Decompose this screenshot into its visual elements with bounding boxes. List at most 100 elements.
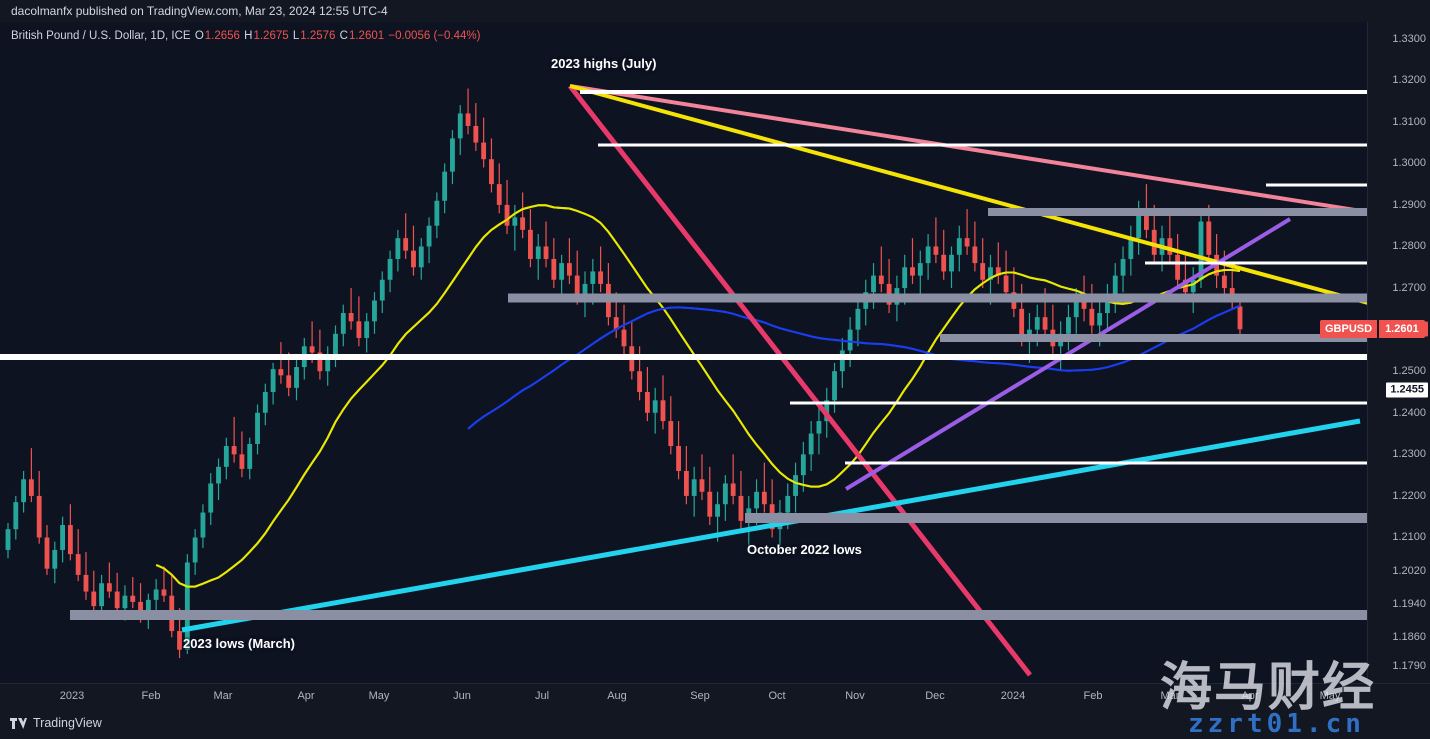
price-axis-tick: 1.2700 xyxy=(1392,282,1426,295)
candle-body xyxy=(1128,238,1134,259)
candle-body xyxy=(715,504,720,517)
candle-body xyxy=(426,225,432,247)
time-axis-tick: 2024 xyxy=(1000,690,1026,702)
candle-body xyxy=(816,421,822,434)
candle-body xyxy=(278,369,284,376)
price-flag-symbol: GBPUSD xyxy=(1320,320,1378,339)
candle-body xyxy=(504,204,510,226)
price-axis-tick: 1.3200 xyxy=(1392,74,1426,87)
candle-body xyxy=(52,549,58,569)
time-axis-tick: Apr xyxy=(297,690,315,702)
candle-body xyxy=(1042,317,1048,330)
candle-body xyxy=(138,601,143,615)
time-axis-tick: Sep xyxy=(690,690,710,702)
candle-body xyxy=(1175,254,1181,280)
candle-body xyxy=(1027,329,1032,338)
ascending-trendline-cyan[interactable] xyxy=(181,418,1361,633)
time-axis-tick: Jul xyxy=(534,690,550,702)
candle-body xyxy=(528,229,533,259)
candle-body xyxy=(364,321,370,338)
candle-body xyxy=(582,283,588,297)
candle-body xyxy=(403,238,409,251)
candle-body xyxy=(855,308,861,330)
candle-body xyxy=(75,554,81,575)
candle-body xyxy=(520,217,526,230)
descending-trendline-yellow[interactable] xyxy=(569,84,1367,305)
candle-body xyxy=(871,275,876,293)
moving-average-overlays xyxy=(155,204,1241,588)
candlestick-series xyxy=(5,88,1243,659)
candle-body xyxy=(114,591,120,609)
candle-body xyxy=(223,446,229,467)
candle-body xyxy=(839,350,845,372)
candle-body xyxy=(551,258,557,280)
price-axis-tick: 1.2200 xyxy=(1392,489,1426,502)
price-axis-tick: 1.2900 xyxy=(1392,198,1426,211)
candle-body xyxy=(255,412,260,444)
price-axis-tick: 1.2020 xyxy=(1392,564,1426,577)
candle-body xyxy=(99,583,104,607)
price-axis-tick: 1.3100 xyxy=(1392,115,1426,128)
candle-body xyxy=(1097,313,1103,326)
slow-ma-line xyxy=(467,304,1241,430)
candle-body xyxy=(598,271,604,284)
candle-body xyxy=(21,479,27,503)
symbol-description[interactable]: British Pound / U.S. Dollar, 1D, ICE xyxy=(11,30,191,42)
price-axis[interactable]: 1.3300 1.3200 1.3100 1.3000 1.2900 1.2800 1.27… xyxy=(1367,22,1430,683)
candle-body xyxy=(465,113,471,126)
candle-body xyxy=(411,250,416,268)
candle-body xyxy=(153,589,159,600)
candle-body xyxy=(231,446,237,455)
candle-body xyxy=(590,271,596,284)
candle-body xyxy=(270,369,276,392)
candle-body xyxy=(1136,213,1142,239)
tradingview-mark-icon xyxy=(10,717,27,729)
chart-annotation: 2023 lows (March) xyxy=(183,636,295,651)
close-label: C xyxy=(339,30,348,42)
price-axis-tick: 1.2100 xyxy=(1392,531,1426,544)
attribution-bar: dacolmanfx published on TradingView.com,… xyxy=(0,0,1430,22)
candle-body xyxy=(683,470,689,496)
time-axis-tick: Jun xyxy=(453,690,471,702)
candle-body xyxy=(1198,221,1204,280)
slow-ma-line xyxy=(467,304,1241,430)
high-value: 1.2675 xyxy=(253,30,289,42)
candle-body xyxy=(372,300,377,322)
descending-trendline-pink[interactable] xyxy=(568,84,1032,677)
candle-body xyxy=(754,491,759,509)
candle-body xyxy=(847,329,853,351)
candle-body xyxy=(1144,213,1149,230)
candle-body xyxy=(340,313,346,334)
price-axis-tick: 1.2500 xyxy=(1392,365,1426,378)
chart-annotation: October 2022 lows xyxy=(747,542,862,557)
candle-body xyxy=(208,483,214,513)
chart-plot-area[interactable] xyxy=(0,22,1367,683)
time-axis-tick: May xyxy=(1319,690,1341,702)
high-label: H xyxy=(244,30,253,42)
candle-body xyxy=(489,159,494,185)
candle-body xyxy=(637,371,643,392)
current-price-flag: GBPUSD 1.2601 xyxy=(1320,320,1425,339)
close-value: 1.2601 xyxy=(348,30,385,42)
price-axis-tick: 1.2800 xyxy=(1392,240,1426,253)
time-axis-tick: Mar xyxy=(1160,690,1180,702)
time-axis-tick: Aug xyxy=(607,690,627,702)
candle-body xyxy=(949,254,954,272)
time-axis-tick: Mar xyxy=(213,690,233,702)
candle-body xyxy=(1112,275,1118,297)
candle-body xyxy=(1081,300,1087,309)
chart-drawings[interactable] xyxy=(0,84,1367,677)
candle-body xyxy=(434,200,440,226)
candle-body xyxy=(808,433,814,455)
open-value: 1.2656 xyxy=(204,30,240,42)
candle-body xyxy=(177,631,182,650)
candle-body xyxy=(28,479,34,496)
candle-body xyxy=(325,354,331,372)
candle-body xyxy=(730,483,736,496)
tradingview-logo-text: TradingView xyxy=(33,716,102,730)
time-axis-tick: Feb xyxy=(1083,690,1103,702)
candle-body xyxy=(933,246,939,255)
descending-trendline-salmon[interactable] xyxy=(569,84,1367,214)
time-axis[interactable]: 2023 Feb Mar Apr May Jun Jul Aug Sep Oct Nov Dec 202… xyxy=(0,683,1430,709)
candle-body xyxy=(481,142,487,160)
